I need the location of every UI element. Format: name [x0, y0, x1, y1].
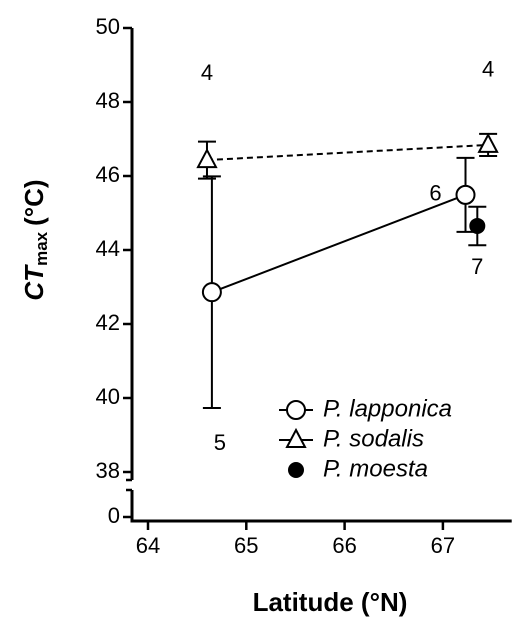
y-axis-label: CTmax (°C): [19, 179, 52, 300]
series-line: [206, 143, 489, 162]
marker: [469, 217, 486, 234]
y-tick-label: 0: [108, 503, 120, 528]
sample-size: 4: [201, 60, 213, 85]
legend-marker: [285, 427, 307, 448]
sample-size: 6: [429, 181, 441, 206]
legend-marker: [286, 400, 306, 420]
legend-label: P. lapponica: [323, 395, 452, 422]
sample-size: 4: [482, 57, 494, 82]
sample-size: 5: [214, 430, 226, 455]
sample-size: 7: [471, 254, 483, 279]
y-tick-label: 48: [96, 88, 120, 113]
y-tick-label: 42: [96, 310, 120, 335]
marker: [455, 184, 476, 205]
y-tick-label: 40: [96, 384, 120, 409]
y-axis-label-sub: max: [32, 231, 51, 266]
y-tick-label: 44: [96, 236, 120, 261]
legend-label: P. moesta: [323, 455, 428, 482]
y-tick-label: 46: [96, 162, 120, 187]
axis-break: [126, 478, 132, 492]
x-tick-label: 64: [136, 533, 160, 558]
y-axis-label-unit: (°C): [19, 179, 49, 226]
x-tick-label: 65: [234, 533, 258, 558]
y-tick-label: 50: [96, 14, 120, 39]
marker: [201, 282, 222, 303]
x-tick-label: 67: [431, 533, 455, 558]
legend-marker: [288, 462, 304, 478]
y-tick-label: 38: [96, 458, 120, 483]
legend-label: P. sodalis: [323, 425, 424, 452]
marker: [196, 147, 218, 169]
y-axis-label-main: CT: [19, 264, 49, 301]
series-line: [211, 193, 466, 294]
x-tick-label: 66: [332, 533, 356, 558]
x-axis-label: Latitude (°N): [253, 587, 408, 617]
marker: [477, 132, 499, 153]
